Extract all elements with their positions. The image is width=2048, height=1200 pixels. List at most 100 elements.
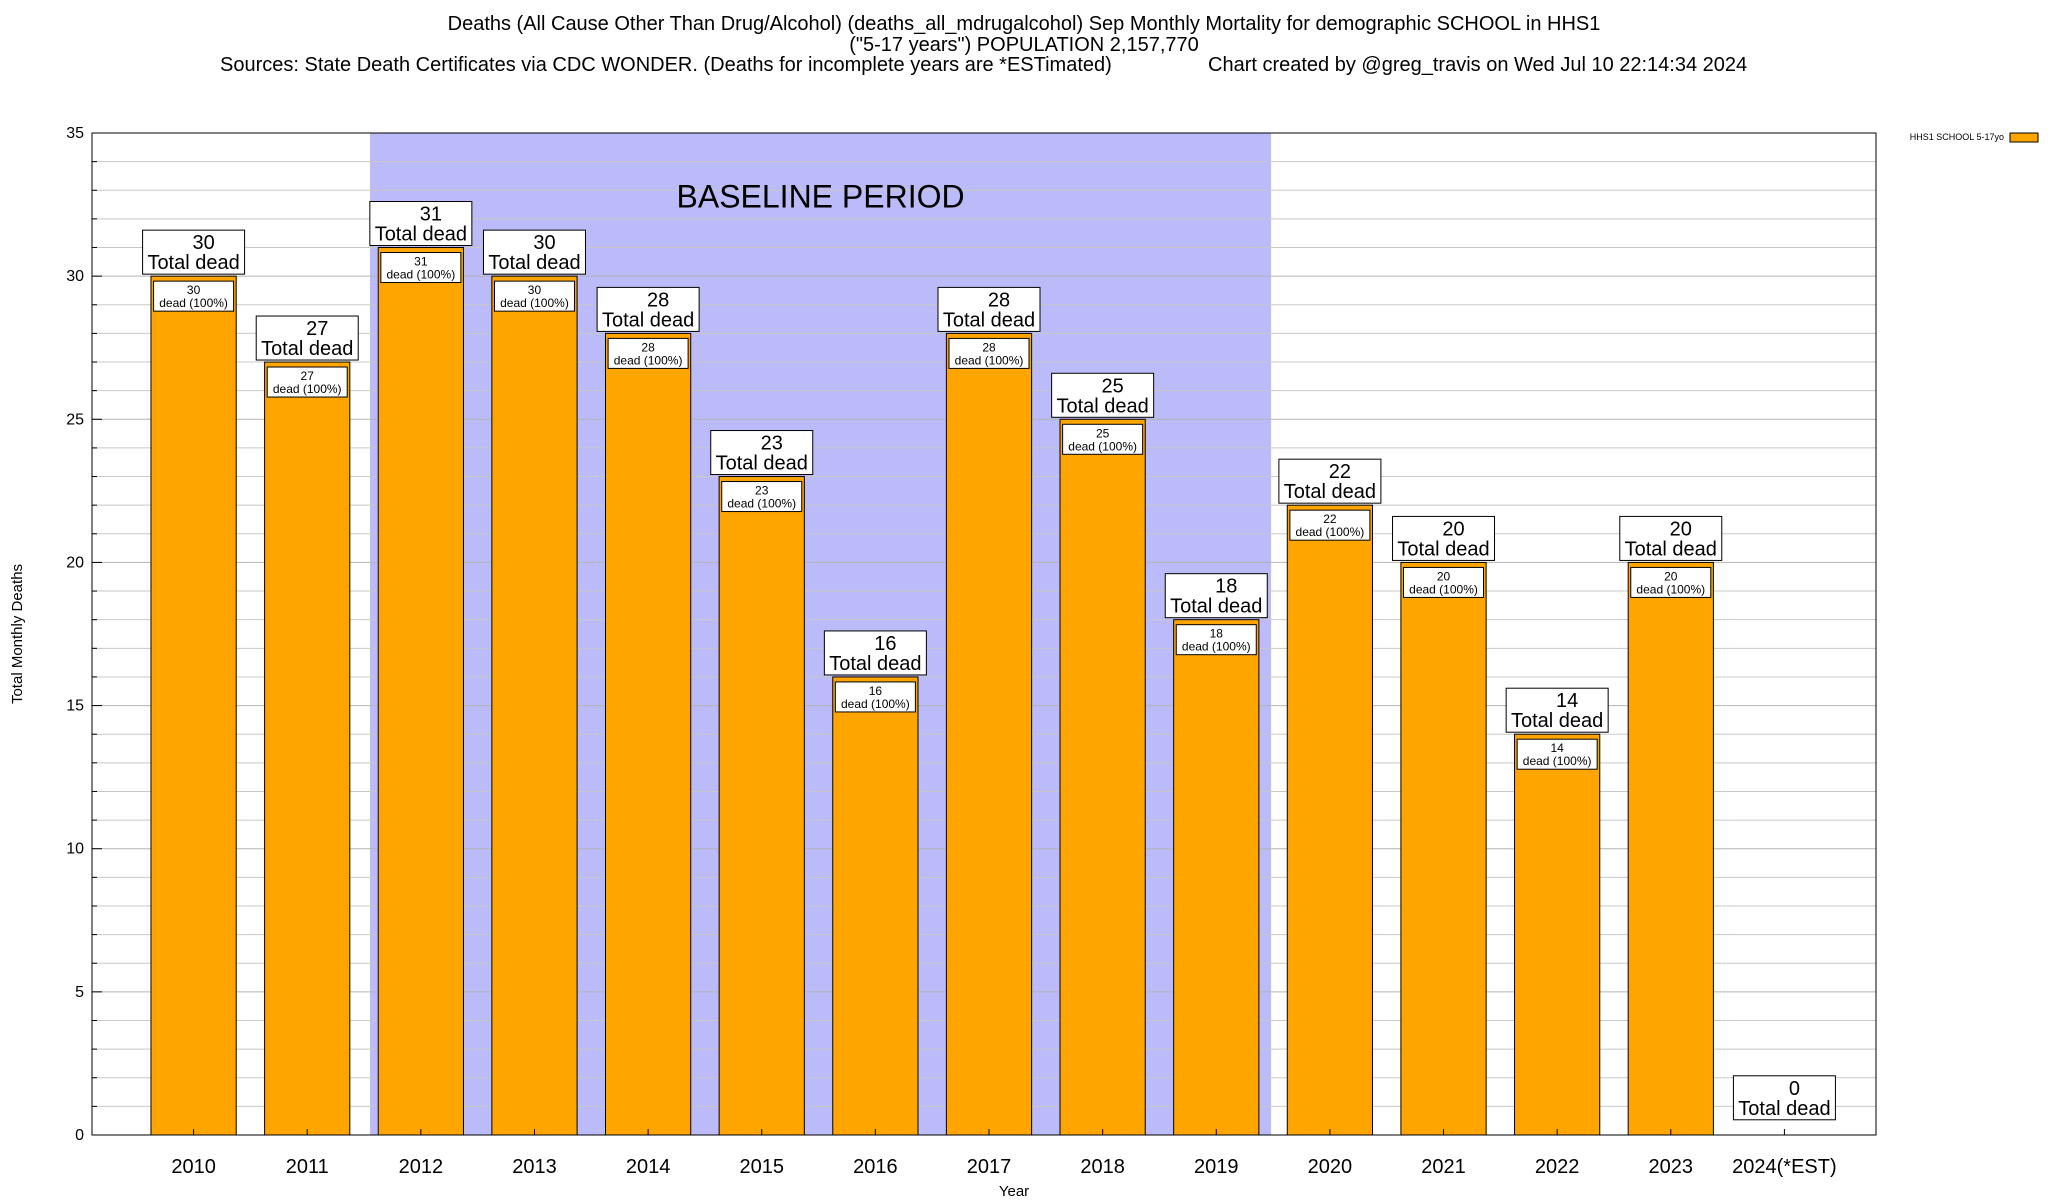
inner-label-value: 30 — [528, 283, 542, 297]
inner-label-value: 20 — [1437, 569, 1451, 583]
total-label-text: Total dead — [261, 338, 353, 360]
inner-label-box — [834, 681, 916, 713]
x-tick-label: 2016 — [853, 1156, 898, 1178]
x-tick-label: 2022 — [1535, 1156, 1580, 1178]
y-tick-label: 5 — [75, 984, 84, 1001]
bar — [832, 676, 919, 1136]
total-label-text: Total dead — [1511, 710, 1603, 732]
inner-label-box — [1403, 566, 1485, 598]
total-label-box — [596, 286, 700, 332]
inner-label-value: 30 — [187, 283, 201, 297]
total-label-box — [710, 430, 814, 476]
inner-label-value: 18 — [1210, 627, 1224, 641]
total-label-box — [142, 229, 246, 275]
sources-note: Sources: State Death Certificates via CD… — [220, 54, 1112, 76]
total-label-box — [1619, 515, 1723, 561]
bar — [150, 275, 237, 1136]
bar — [945, 332, 1033, 1136]
inner-label-text: dead (100%) — [386, 268, 455, 282]
inner-label-text: dead (100%) — [614, 353, 683, 367]
total-label-value: 14 — [1556, 690, 1578, 712]
inner-label-text: dead (100%) — [500, 296, 569, 310]
bar — [1627, 561, 1714, 1136]
inner-label-text: dead (100%) — [955, 353, 1024, 367]
y-tick-label: 20 — [66, 554, 84, 571]
inner-label-text: dead (100%) — [1296, 525, 1365, 539]
total-label-value: 20 — [1442, 518, 1464, 540]
total-label-box — [1732, 1075, 1836, 1121]
inner-label-box — [1630, 566, 1712, 598]
y-axis-ticks: 0 5 10 15 20 25 30 35 — [66, 125, 102, 1144]
total-label-value: 16 — [874, 633, 896, 655]
chart-title: Deaths (All Cause Other Than Drug/Alcoho… — [0, 14, 2048, 56]
y-tick-label: 0 — [75, 1127, 84, 1144]
inner-label-box — [721, 481, 803, 513]
x-tick-label: 2011 — [286, 1156, 329, 1178]
x-tick-label: 2013 — [512, 1156, 557, 1178]
total-label-text: Total dead — [1284, 481, 1376, 503]
inner-label-box — [1062, 423, 1144, 455]
y-axis-label: Total Monthly Deaths — [9, 564, 26, 704]
inner-label-value: 23 — [755, 484, 769, 498]
x-tick-label: 2012 — [399, 1156, 444, 1178]
inner-label-value: 20 — [1664, 569, 1678, 583]
inner-label-value: 28 — [641, 340, 655, 354]
x-tick-label: 2024(*EST) — [1732, 1156, 1837, 1178]
total-label-box — [482, 229, 586, 275]
total-label-value: 28 — [647, 289, 669, 311]
x-tick-label: 2019 — [1194, 1156, 1239, 1178]
bar — [718, 476, 805, 1136]
total-label-box — [1505, 687, 1609, 733]
total-label-box — [255, 315, 359, 361]
total-label-value: 30 — [192, 232, 214, 254]
x-axis-ticks: 2010 2011 2012 2013 2014 2015 2016 2017 2018 2019… — [171, 1129, 1837, 1178]
legend-label: HHS1 SCHOOL 5-17yo — [1910, 132, 2004, 142]
x-tick-label: 2017 — [967, 1156, 1012, 1178]
bar — [604, 332, 692, 1136]
total-label-value: 27 — [306, 318, 328, 340]
x-tick-label: 2010 — [171, 1156, 216, 1178]
total-label-text: Total dead — [147, 252, 239, 274]
y-tick-label: 25 — [66, 411, 84, 428]
total-label-value: 0 — [1789, 1078, 1800, 1100]
total-label-value: 30 — [533, 232, 555, 254]
total-label-value: 28 — [988, 289, 1010, 311]
bar — [1173, 619, 1260, 1136]
bar — [1059, 418, 1146, 1136]
inner-label-text: dead (100%) — [841, 697, 910, 711]
y-tick-label: 35 — [66, 125, 84, 142]
inner-label-text: dead (100%) — [159, 296, 228, 310]
inner-label-text: dead (100%) — [1409, 582, 1478, 596]
inner-label-text: dead (100%) — [1182, 640, 1251, 654]
bar — [377, 247, 464, 1136]
total-label-text: Total dead — [1056, 395, 1148, 417]
inner-label-box — [948, 337, 1030, 369]
bar — [491, 275, 578, 1136]
y-tick-label: 30 — [66, 268, 84, 285]
total-label-box — [937, 286, 1041, 332]
bar — [1286, 504, 1374, 1136]
total-label-text: Total dead — [716, 453, 808, 475]
y-tick-label: 10 — [66, 841, 84, 858]
bar — [1400, 561, 1487, 1136]
inner-label-value: 28 — [982, 340, 996, 354]
inner-label-box — [1289, 509, 1371, 541]
inner-label-value: 27 — [301, 369, 315, 383]
total-label-text: Total dead — [1397, 538, 1489, 560]
total-label-box — [1278, 458, 1382, 504]
